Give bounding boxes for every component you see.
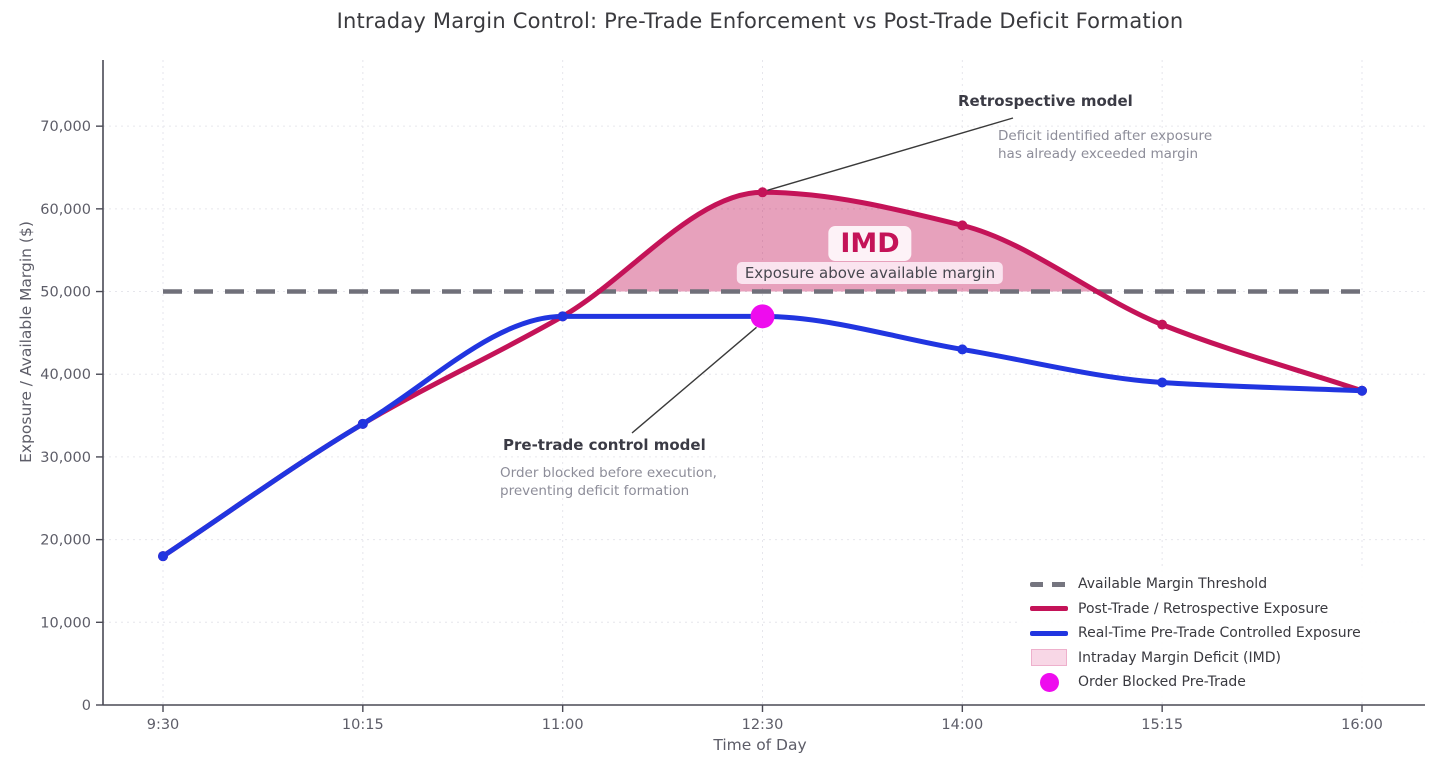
annotation-retrospective-body: Deficit identified after exposure has al… [998, 128, 1213, 162]
x-tick-label: 12:30 [742, 717, 784, 733]
y-tick-label: 50,000 [40, 285, 91, 301]
line-swatch-icon [1030, 606, 1068, 612]
y-tick-label: 20,000 [40, 533, 91, 549]
retrospective-connector [767, 117, 1014, 191]
imd-badge: IMD [828, 226, 912, 261]
x-tick-label: 9:30 [147, 717, 180, 733]
pre-trade-marker [1157, 377, 1168, 388]
annotation-retrospective-title: Retrospective model [958, 92, 1133, 110]
dot-swatch-icon [1030, 672, 1068, 692]
x-tick-label: 14:00 [941, 717, 983, 733]
legend-item-blocked: Order Blocked Pre-Trade [1030, 670, 1430, 695]
x-tick-label: 16:00 [1341, 717, 1383, 733]
y-axis-label: Exposure / Available Margin ($) [17, 221, 35, 463]
pre-trade-marker [957, 344, 968, 355]
y-tick-label: 70,000 [40, 119, 91, 135]
legend-item-pre-trade: Real-Time Pre-Trade Controlled Exposure [1030, 621, 1430, 646]
y-tick-label: 60,000 [40, 202, 91, 218]
imd-subtitle: Exposure above available margin [736, 262, 1004, 284]
line-swatch-icon [1030, 630, 1068, 636]
post-trade-marker [757, 187, 768, 198]
pre-trade-marker [158, 551, 168, 562]
area-swatch-icon [1030, 649, 1068, 667]
pre-trade-marker [357, 418, 368, 429]
annotation-pretrade-body: Order blocked before execution, preventi… [500, 465, 717, 499]
legend-label: Order Blocked Pre-Trade [1078, 674, 1246, 691]
pre-trade-marker [557, 311, 568, 322]
dashed-line-swatch-icon [1030, 581, 1068, 587]
chart-title: Intraday Margin Control: Pre-Trade Enfor… [336, 9, 1184, 33]
legend-item-post-trade: Post-Trade / Retrospective Exposure [1030, 597, 1430, 622]
pre-trade-exposure-line [160, 313, 1365, 559]
y-tick-label: 0 [82, 698, 91, 714]
y-tick-label: 40,000 [40, 367, 91, 383]
legend-label: Post-Trade / Retrospective Exposure [1078, 600, 1329, 617]
annotation-pretrade-title: Pre-trade control model [503, 436, 706, 454]
order-blocked-dot [750, 304, 775, 329]
post-trade-marker [1157, 319, 1168, 330]
legend-item-threshold: Available Margin Threshold [1030, 572, 1430, 597]
pre-trade-marker [1356, 385, 1367, 396]
legend-label: Available Margin Threshold [1078, 576, 1268, 593]
legend-label: Intraday Margin Deficit (IMD) [1078, 649, 1281, 666]
pretrade-connector [631, 326, 757, 434]
y-tick-label: 30,000 [40, 450, 91, 466]
post-trade-marker [957, 220, 968, 231]
legend-item-imd: Intraday Margin Deficit (IMD) [1030, 646, 1430, 671]
x-tick-label: 10:15 [342, 717, 384, 733]
y-tick-label: 10,000 [40, 615, 91, 631]
x-tick-label: 15:15 [1141, 717, 1183, 733]
x-tick-label: 11:00 [542, 717, 584, 733]
legend: Available Margin Threshold Post-Trade / … [1020, 568, 1430, 699]
x-axis-label: Time of Day [713, 736, 807, 754]
legend-label: Real-Time Pre-Trade Controlled Exposure [1078, 625, 1361, 642]
